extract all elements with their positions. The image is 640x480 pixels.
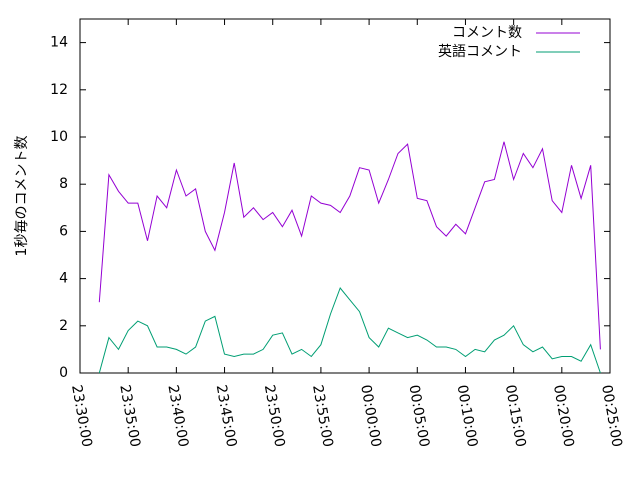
y-tick-label: 2	[59, 318, 68, 334]
legend-label: 英語コメント	[438, 43, 522, 60]
x-tick-label: 00:15:00	[502, 384, 529, 449]
y-tick-label: 14	[50, 35, 68, 51]
y-tick-label: 8	[59, 176, 68, 192]
x-tick-label: 23:50:00	[261, 384, 288, 449]
plot-border	[79, 18, 611, 374]
x-tick-label: 00:00:00	[357, 384, 384, 449]
y-axis-label: 1秒毎のコメント数	[14, 136, 30, 257]
y-tick-label: 10	[50, 129, 68, 145]
y-tick-label: 0	[59, 365, 68, 381]
x-tick-label: 23:35:00	[116, 384, 143, 449]
series-line	[98, 287, 601, 374]
x-tick-label: 00:10:00	[454, 384, 481, 449]
x-tick-label: 00:05:00	[405, 384, 432, 449]
x-tick-label: 00:25:00	[598, 384, 625, 449]
y-tick-label: 12	[50, 82, 68, 98]
legend-label: コメント数	[452, 25, 522, 41]
x-tick-label: 23:40:00	[164, 384, 191, 449]
x-tick-label: 00:20:00	[550, 384, 577, 449]
x-tick-label: 23:55:00	[309, 384, 336, 449]
y-tick-label: 6	[59, 223, 68, 239]
x-tick-label: 23:30:00	[68, 384, 95, 449]
y-tick-label: 4	[59, 271, 68, 287]
x-tick-label: 23:45:00	[213, 384, 240, 449]
series-line	[98, 141, 601, 350]
